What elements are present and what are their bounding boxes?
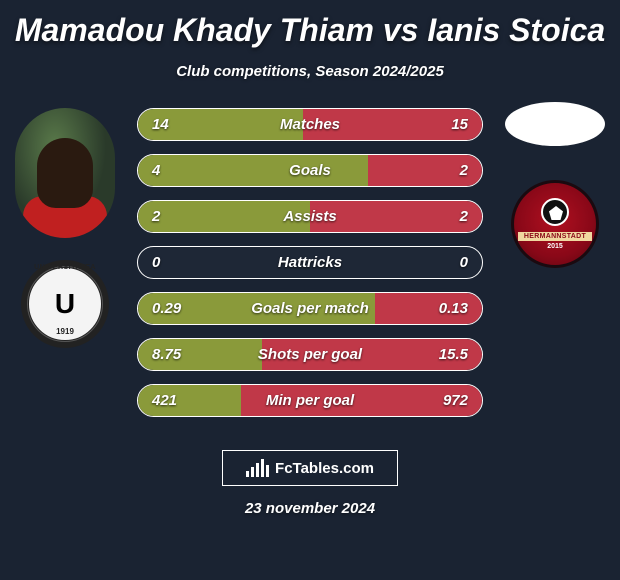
right-player-photo (505, 102, 605, 146)
stat-row: 2Assists2 (137, 200, 483, 233)
right-player-column: HERMANNSTADT 2015 (500, 102, 610, 268)
stat-label: Matches (196, 116, 424, 133)
badge-ring-text: UNIVERSITATEA (34, 264, 96, 271)
stat-value-right: 2 (424, 208, 482, 225)
stat-value-left: 4 (138, 162, 196, 179)
stat-value-left: 0.29 (138, 300, 196, 317)
stat-value-right: 0.13 (424, 300, 482, 317)
left-player-photo (15, 108, 115, 238)
stat-row: 14Matches15 (137, 108, 483, 141)
stat-label: Goals (196, 162, 424, 179)
stat-label: Hattricks (196, 254, 424, 271)
stat-value-right: 15 (424, 116, 482, 133)
badge-letter: U (55, 288, 75, 320)
right-club-badge: HERMANNSTADT 2015 (511, 180, 599, 268)
badge-year: 2015 (547, 243, 563, 250)
stat-value-right: 2 (424, 162, 482, 179)
stat-value-left: 14 (138, 116, 196, 133)
stat-row: 4Goals2 (137, 154, 483, 187)
stat-row: 8.75Shots per goal15.5 (137, 338, 483, 371)
left-player-column: UNIVERSITATEA U 1919 (10, 108, 120, 348)
footer-date: 23 november 2024 (0, 500, 620, 517)
site-watermark: FcTables.com (222, 450, 398, 486)
soccer-ball-icon (541, 198, 569, 226)
stat-value-right: 972 (424, 392, 482, 409)
stat-value-left: 8.75 (138, 346, 196, 363)
badge-year: 1919 (56, 327, 74, 336)
badge-banner: HERMANNSTADT (518, 232, 592, 241)
stat-row: 421Min per goal972 (137, 384, 483, 417)
subtitle: Club competitions, Season 2024/2025 (0, 63, 620, 80)
stat-value-left: 421 (138, 392, 196, 409)
stat-value-left: 2 (138, 208, 196, 225)
stat-label: Goals per match (196, 300, 424, 317)
stat-row: 0.29Goals per match0.13 (137, 292, 483, 325)
comparison-panel: UNIVERSITATEA U 1919 HERMANNSTADT 2015 1… (0, 108, 620, 428)
stat-value-right: 15.5 (424, 346, 482, 363)
stat-label: Min per goal (196, 392, 424, 409)
stat-value-left: 0 (138, 254, 196, 271)
stat-row: 0Hattricks0 (137, 246, 483, 279)
left-club-badge: UNIVERSITATEA U 1919 (21, 260, 109, 348)
page-title: Mamadou Khady Thiam vs Ianis Stoica (0, 0, 620, 49)
stat-label: Assists (196, 208, 424, 225)
site-name: FcTables.com (275, 460, 374, 477)
bars-icon (246, 459, 269, 477)
stats-list: 14Matches154Goals22Assists20Hattricks00.… (137, 108, 483, 417)
stat-value-right: 0 (424, 254, 482, 271)
stat-label: Shots per goal (196, 346, 424, 363)
